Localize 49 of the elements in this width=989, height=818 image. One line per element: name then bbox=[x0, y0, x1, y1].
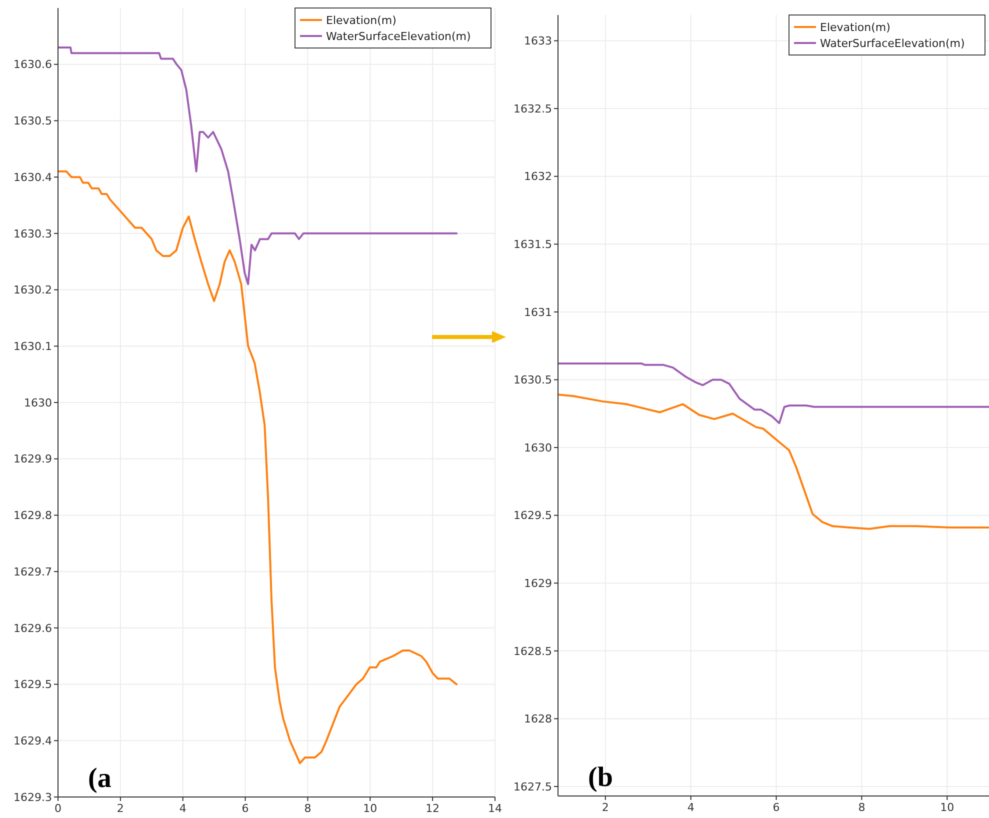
y-tick-label: 1629.5 bbox=[514, 509, 552, 522]
x-tick-label: 8 bbox=[304, 802, 312, 815]
y-tick-label: 1629 bbox=[524, 576, 552, 590]
y-tick-label: 1630.2 bbox=[14, 284, 52, 297]
y-tick-label: 1629.3 bbox=[14, 790, 52, 804]
annotation: (b bbox=[588, 762, 613, 793]
x-tick-label: 14 bbox=[488, 802, 502, 815]
y-tick-label: 1630.6 bbox=[14, 58, 52, 72]
legend-label: WaterSurfaceElevation(m) bbox=[326, 30, 471, 43]
y-tick-label: 1630 bbox=[524, 441, 552, 454]
y-tick-label: 1629.7 bbox=[14, 565, 52, 578]
y-tick-label: 1628 bbox=[524, 712, 552, 726]
x-tick-label: 6 bbox=[242, 802, 249, 815]
y-tick-label: 1629.6 bbox=[14, 622, 52, 635]
legend-label: Elevation(m) bbox=[820, 21, 890, 34]
y-tick-label: 1633 bbox=[524, 34, 552, 48]
y-tick-label: 1628.5 bbox=[514, 644, 552, 658]
line-series bbox=[558, 362, 989, 424]
y-tick-label: 1627.5 bbox=[514, 780, 552, 794]
annotation: (a bbox=[88, 763, 112, 794]
x-tick-label: 10 bbox=[363, 802, 378, 815]
line-series bbox=[58, 46, 458, 286]
y-tick-label: 1632.5 bbox=[514, 102, 552, 116]
y-tick-label: 1631.5 bbox=[514, 238, 552, 251]
x-tick-label: 10 bbox=[940, 801, 954, 814]
y-tick-label: 1629.4 bbox=[14, 734, 52, 748]
x-tick-label: 4 bbox=[687, 801, 694, 814]
y-tick-label: 1632 bbox=[524, 170, 552, 184]
y-tick-label: 1630.5 bbox=[14, 114, 52, 128]
x-tick-label: 2 bbox=[602, 801, 609, 814]
legend-label: Elevation(m) bbox=[326, 14, 396, 27]
line-series bbox=[58, 170, 458, 764]
y-tick-label: 1629.5 bbox=[14, 678, 52, 692]
y-tick-label: 1630.3 bbox=[14, 227, 52, 240]
x-tick-label: 4 bbox=[179, 802, 186, 815]
y-tick-label: 1630.5 bbox=[514, 374, 552, 387]
legend-label: WaterSurfaceElevation(m) bbox=[820, 37, 965, 50]
x-tick-label: 6 bbox=[772, 801, 780, 814]
y-tick-label: 1630 bbox=[24, 396, 52, 410]
y-tick-label: 1630.1 bbox=[14, 340, 52, 353]
x-tick-label: 12 bbox=[426, 802, 440, 815]
y-tick-label: 1629.8 bbox=[14, 509, 52, 522]
y-tick-label: 1630.4 bbox=[14, 170, 52, 184]
x-tick-label: 8 bbox=[858, 801, 866, 814]
y-tick-label: 1631 bbox=[524, 306, 552, 319]
x-tick-label: 2 bbox=[116, 802, 124, 815]
y-tick-label: 1629.9 bbox=[14, 452, 52, 466]
x-tick-label: 0 bbox=[54, 802, 62, 815]
line-series bbox=[558, 394, 989, 530]
